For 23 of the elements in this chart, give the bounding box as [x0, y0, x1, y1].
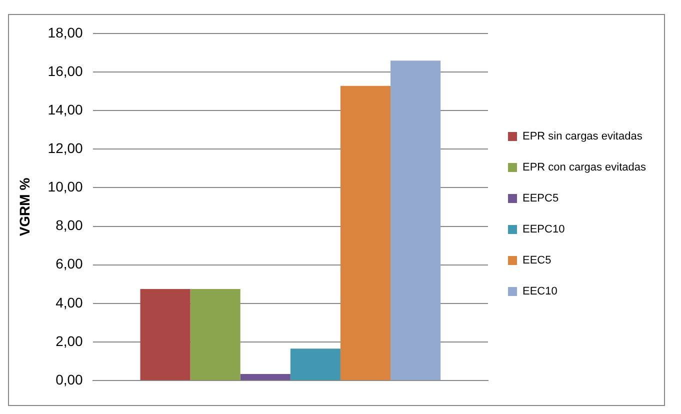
y-tick-label: 0,00 [56, 371, 84, 388]
y-tick-label: 14,00 [48, 101, 84, 118]
bar [290, 348, 340, 380]
legend-label: EPR sin cargas evitadas [522, 130, 643, 143]
y-tick-label: 16,00 [48, 62, 84, 79]
bar [340, 86, 391, 380]
y-tick-label: 2,00 [56, 332, 84, 349]
legend-label: EPR con cargas evitadas [522, 162, 646, 174]
y-tick-label: 10,00 [48, 178, 84, 195]
legend-label: EEC5 [522, 254, 552, 267]
y-tick-label: 6,00 [56, 256, 84, 272]
legend-label: EEPC10 [522, 224, 565, 236]
legend-label: EEPC5 [522, 192, 559, 205]
y-tick-label: 4,00 [56, 294, 84, 310]
legend-label: EEC10 [522, 286, 558, 298]
bar [190, 288, 240, 380]
y-tick-label: 12,00 [48, 140, 84, 156]
bar [240, 374, 290, 380]
y-tick-label: 18,00 [48, 24, 84, 40]
bar [390, 60, 441, 380]
y-axis-title: VGRM % [16, 177, 32, 236]
bar [140, 288, 190, 380]
y-tick-label: 8,00 [56, 217, 84, 234]
